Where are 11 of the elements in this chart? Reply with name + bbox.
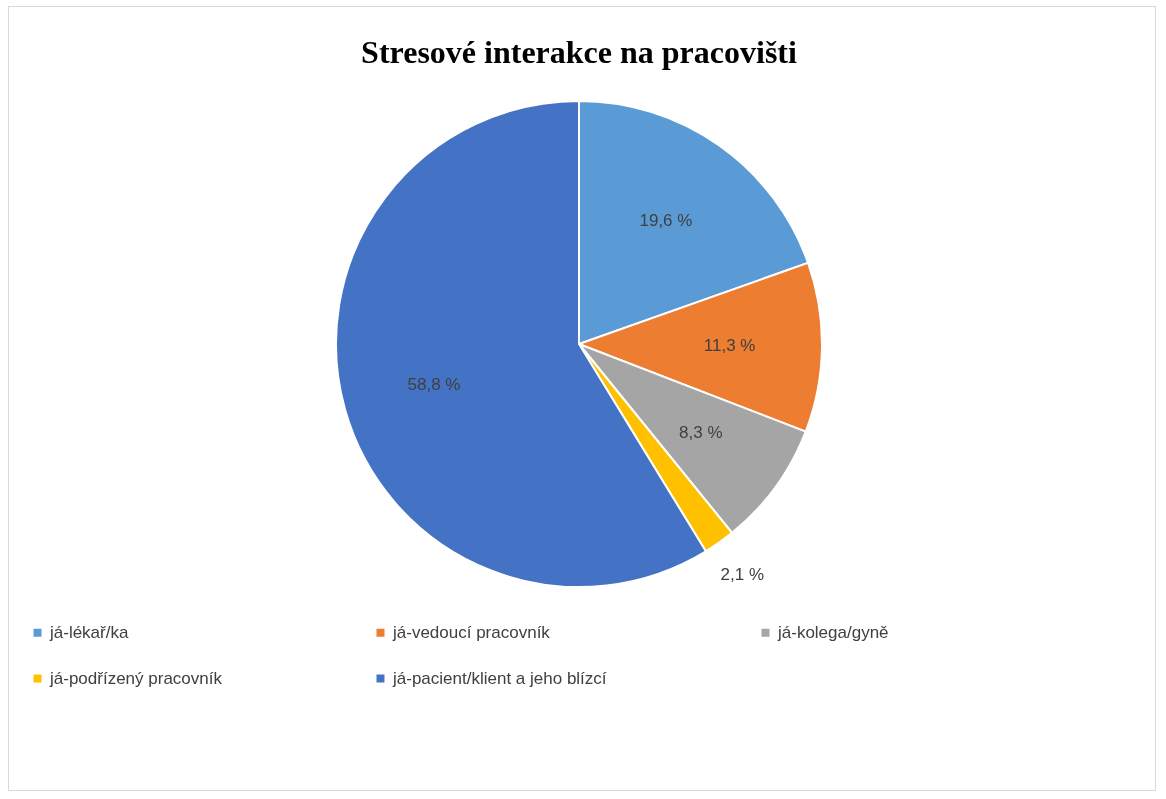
- chart-title: Stresové interakce na pracovišti: [361, 34, 797, 70]
- legend-label: já-pacient/klient a jeho blízcí: [392, 668, 607, 688]
- data-label: 11,3 %: [703, 336, 756, 356]
- data-label: 8,3 %: [679, 422, 723, 442]
- data-label: 58,8 %: [407, 374, 461, 394]
- legend-label: já-lékař/ka: [49, 622, 129, 642]
- legend-label: já-podřízený pracovník: [49, 668, 223, 688]
- legend-label: já-kolega/gyně: [777, 622, 889, 642]
- data-label: 19,6 %: [639, 210, 693, 230]
- legend-label: já-vedoucí pracovník: [392, 622, 551, 642]
- data-label: 2,1 %: [720, 565, 765, 585]
